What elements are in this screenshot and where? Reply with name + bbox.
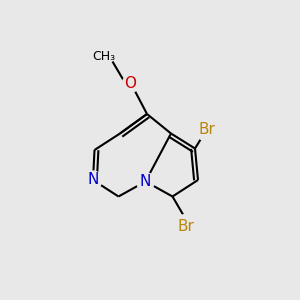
Text: N: N [87, 172, 99, 188]
Circle shape [84, 171, 102, 189]
Text: O: O [124, 76, 136, 92]
Text: N: N [140, 174, 151, 189]
Circle shape [195, 117, 219, 141]
Text: CH₃: CH₃ [92, 50, 115, 64]
Circle shape [122, 76, 139, 92]
Circle shape [174, 214, 198, 239]
Circle shape [136, 172, 154, 190]
Text: Br: Br [199, 122, 215, 136]
Text: Br: Br [178, 219, 194, 234]
